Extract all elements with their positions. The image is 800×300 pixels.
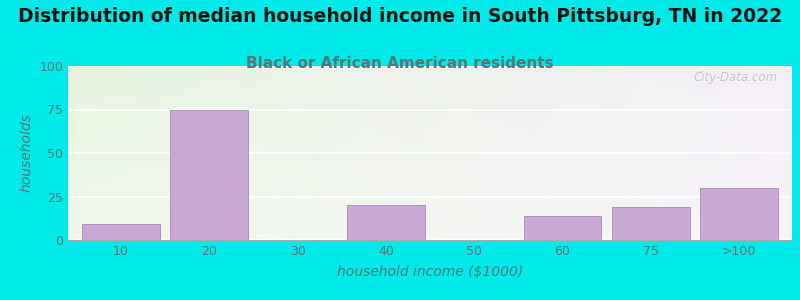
X-axis label: household income ($1000): household income ($1000) (337, 265, 523, 279)
Text: Black or African American residents: Black or African American residents (246, 56, 554, 70)
Bar (612, 207, 690, 240)
Bar (347, 205, 425, 240)
Text: City-Data.com: City-Data.com (694, 71, 778, 84)
Bar (170, 110, 248, 240)
Y-axis label: households: households (20, 114, 34, 192)
Bar (82, 224, 160, 240)
Bar (523, 216, 602, 240)
Bar (700, 188, 778, 240)
Text: Distribution of median household income in South Pittsburg, TN in 2022: Distribution of median household income … (18, 8, 782, 26)
